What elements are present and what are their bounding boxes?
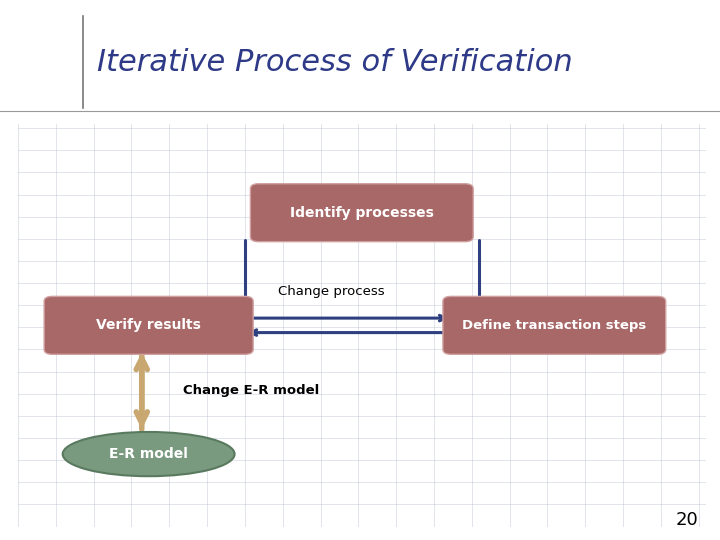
Ellipse shape: [63, 432, 235, 476]
Text: Define transaction steps: Define transaction steps: [462, 319, 647, 332]
Text: E-R model: E-R model: [109, 447, 188, 461]
FancyBboxPatch shape: [251, 184, 473, 242]
FancyBboxPatch shape: [44, 296, 253, 354]
Text: Identify processes: Identify processes: [290, 206, 433, 220]
Text: Verify results: Verify results: [96, 319, 201, 332]
Text: 20: 20: [675, 511, 698, 529]
Text: Change E-R model: Change E-R model: [183, 384, 319, 397]
Text: Change process: Change process: [277, 285, 384, 298]
Text: Iterative Process of Verification: Iterative Process of Verification: [97, 48, 573, 77]
FancyBboxPatch shape: [443, 296, 666, 354]
